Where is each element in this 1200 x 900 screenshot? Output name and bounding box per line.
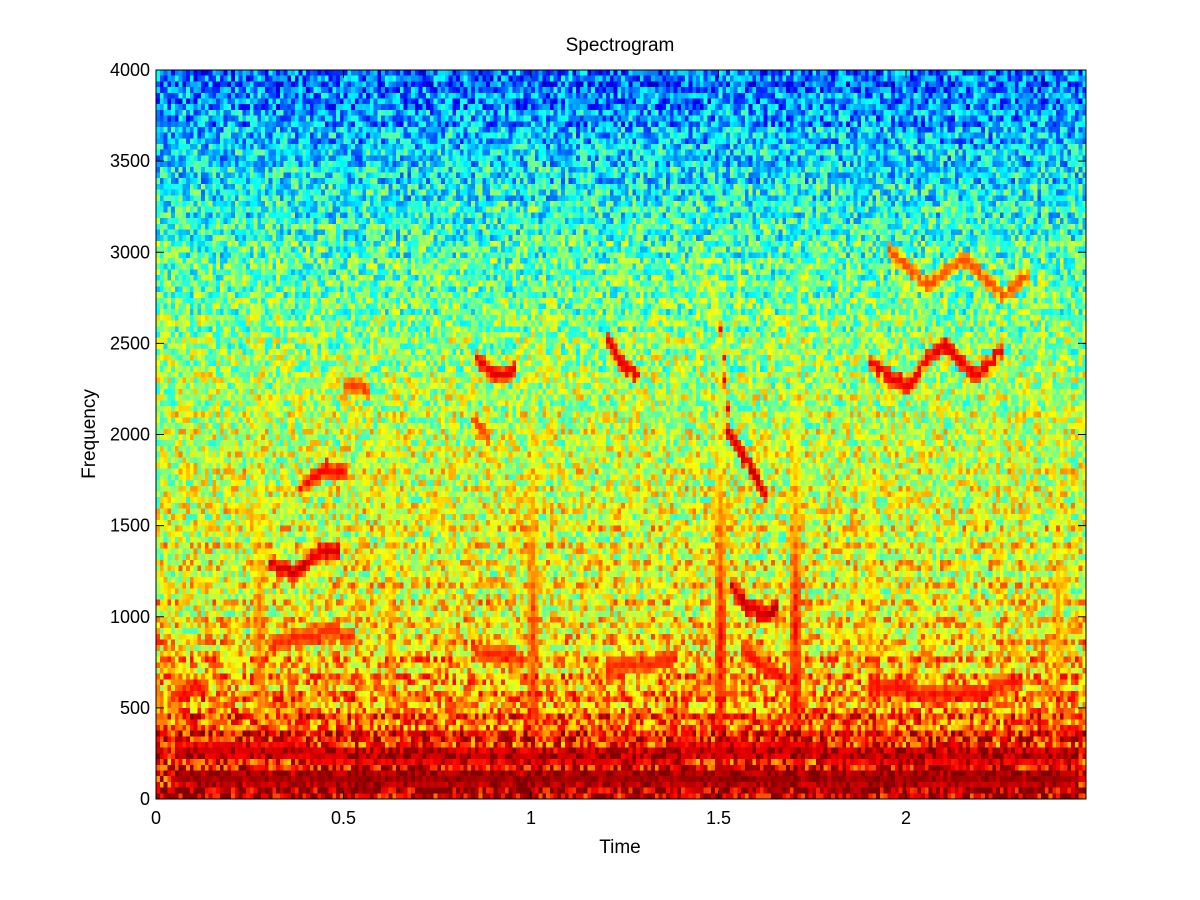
x-axis-label: Time bbox=[599, 837, 641, 858]
y-tick-label: 2500 bbox=[110, 333, 150, 353]
y-axis-label: Frequency bbox=[79, 389, 100, 479]
x-tick-label: 0.5 bbox=[331, 808, 356, 828]
y-tick-label: 3500 bbox=[110, 151, 150, 171]
x-tick-label: 1 bbox=[526, 808, 536, 828]
chart-title: Spectrogram bbox=[566, 35, 675, 56]
spectrogram-heatmap bbox=[156, 70, 1086, 799]
plot-area bbox=[155, 69, 1087, 800]
x-axis: 0 0.5 1 1.5 2 bbox=[151, 70, 911, 828]
y-tick-label: 2000 bbox=[110, 425, 150, 445]
y-tick-label: 1500 bbox=[110, 516, 150, 536]
y-tick-label: 500 bbox=[120, 698, 150, 718]
y-tick-label: 0 bbox=[140, 789, 150, 809]
x-tick-label: 1.5 bbox=[706, 808, 731, 828]
y-axis: 0 500 1000 1500 2000 2500 3000 3500 4000 bbox=[110, 60, 1086, 809]
x-tick-label: 0 bbox=[151, 808, 161, 828]
x-tick-label: 2 bbox=[901, 808, 911, 828]
y-tick-label: 4000 bbox=[110, 60, 150, 80]
y-tick-label: 1000 bbox=[110, 607, 150, 627]
y-tick-label: 3000 bbox=[110, 242, 150, 262]
